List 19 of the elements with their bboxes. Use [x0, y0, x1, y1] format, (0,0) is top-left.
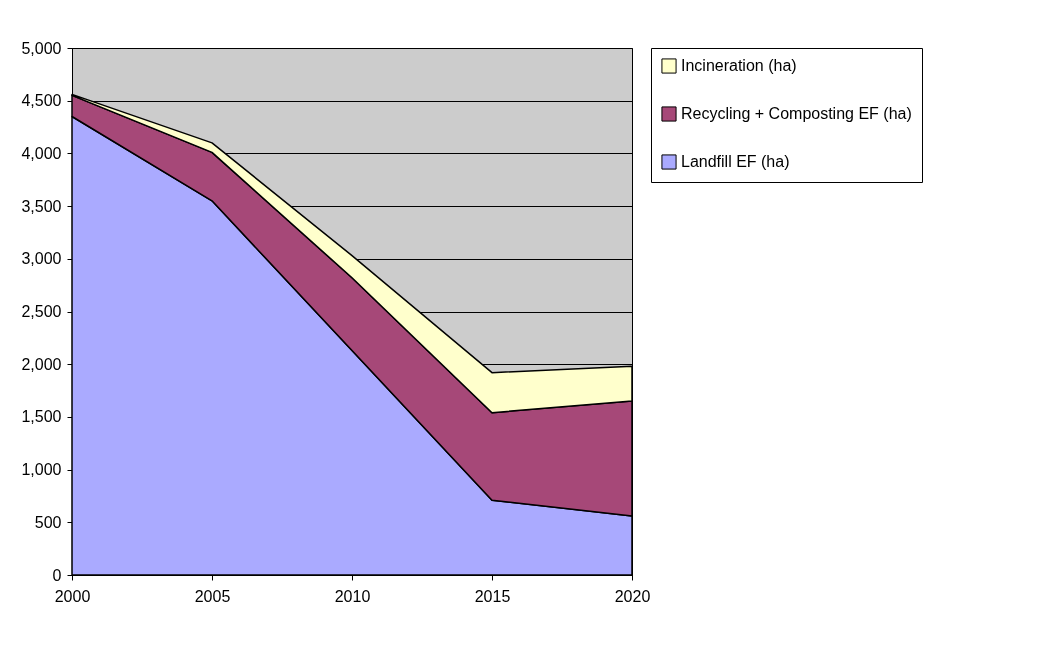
y-tick-label: 2,500 — [21, 303, 62, 320]
y-tick-label: 3,000 — [21, 250, 62, 268]
legend-label: Landfill EF (ha) — [681, 153, 790, 170]
y-tick-label: 500 — [34, 513, 62, 531]
legend-label: Recycling + Composting EF (ha) — [681, 105, 912, 122]
x-tick-label: 2010 — [334, 587, 371, 605]
y-tick-label: 2,000 — [21, 355, 62, 373]
x-tick-label: 2020 — [614, 587, 651, 605]
legend-label: Incineration (ha) — [681, 57, 797, 74]
y-tick-label: 5,000 — [21, 39, 62, 57]
y-tick-label: 4,000 — [21, 144, 62, 162]
y-tick-label: 0 — [52, 566, 62, 584]
x-tick-label: 2005 — [194, 587, 231, 605]
y-tick-label: 1,000 — [21, 461, 62, 479]
y-tick-label: 3,500 — [21, 197, 62, 215]
y-tick-label: 4,500 — [21, 92, 62, 110]
x-tick-label: 2015 — [474, 587, 511, 605]
y-tick-label: 1,500 — [21, 408, 62, 426]
x-tick-label: 2000 — [54, 587, 91, 605]
